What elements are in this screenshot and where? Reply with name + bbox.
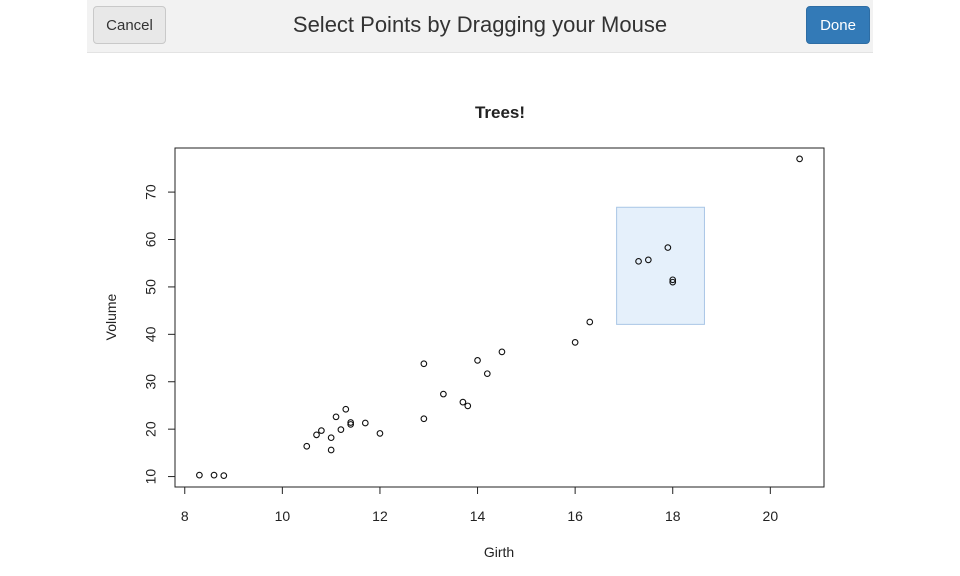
data-point [420,360,428,368]
data-point [459,398,467,406]
data-point [571,339,579,346]
y-tick-label: 10 [143,469,159,485]
y-tick-label: 30 [143,374,159,390]
data-point [347,419,355,426]
x-tick-label: 12 [372,508,388,524]
data-point [586,318,594,326]
x-tick-label: 8 [181,508,189,524]
data-point [644,256,652,264]
x-tick-label: 16 [567,508,583,524]
y-tick-label: 20 [143,421,159,437]
data-point [669,278,677,286]
data-point [635,257,642,265]
data-point [313,431,320,439]
plot-frame [174,147,825,488]
data-point [318,427,325,434]
x-tick-label: 10 [275,508,291,524]
y-axis-label: Volume [103,293,119,340]
data-point [210,471,218,479]
data-point [474,357,481,364]
data-point [327,434,335,442]
data-point [376,430,384,437]
data-point [337,426,345,433]
data-point [498,348,506,356]
data-point [796,155,803,163]
data-point [440,390,447,398]
data-point [327,446,335,454]
data-point [420,415,428,423]
y-tick-label: 60 [143,232,159,248]
y-tick-label: 50 [143,279,159,295]
x-tick-label: 18 [665,508,681,524]
data-point [196,471,203,479]
x-axis: 8 10 12 14 16 18 20 [181,486,779,524]
chart-title: Trees! [475,103,525,122]
data-point [669,276,677,284]
data-point [464,402,472,410]
done-button[interactable]: Done [806,6,870,44]
x-tick-label: 20 [763,508,779,524]
data-points [196,155,803,479]
data-point [220,472,228,479]
cancel-button[interactable]: Cancel [93,6,166,44]
data-point [342,405,350,413]
y-tick-label: 70 [143,184,159,200]
selection-rectangle[interactable] [616,206,705,325]
x-axis-label: Girth [484,544,514,560]
y-axis: 10 20 30 40 50 60 70 [143,184,176,485]
data-point [483,370,491,378]
data-point [347,421,355,428]
x-tick-label: 14 [470,508,486,524]
data-point [303,442,311,450]
data-point [664,244,672,251]
data-point [361,419,369,427]
data-point [332,413,340,421]
y-tick-label: 40 [143,326,159,342]
